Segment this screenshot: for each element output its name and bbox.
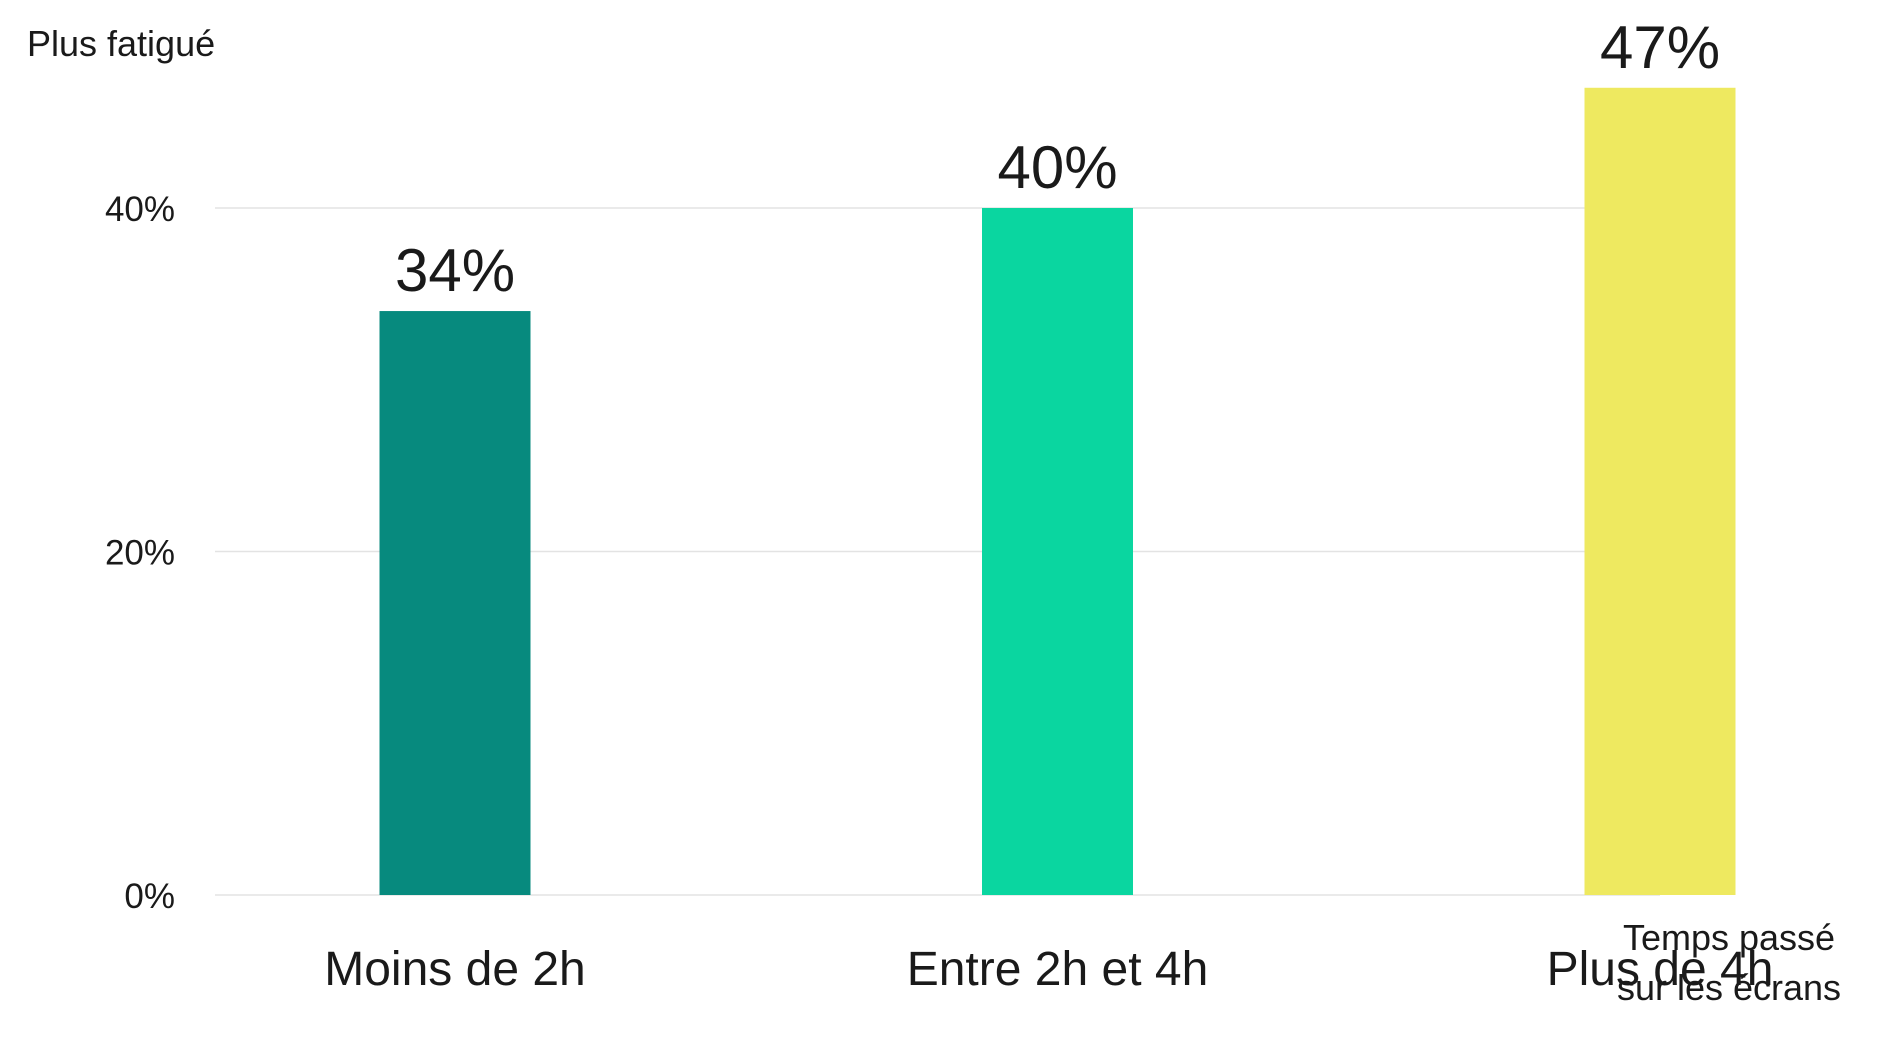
x-axis-title-line-1: Temps passé xyxy=(1622,917,1836,958)
bar-2 xyxy=(982,208,1133,895)
y-tick-label: 0% xyxy=(124,877,175,916)
x-axis-title-line-2: sur les écrans xyxy=(1616,967,1842,1008)
x-category-label: Plus de 4h xyxy=(1547,943,1774,996)
bar-value-label: 40% xyxy=(997,134,1117,201)
y-axis-title: Plus fatigué xyxy=(27,23,216,64)
y-tick-label: 20% xyxy=(105,534,175,573)
x-category-label: Entre 2h et 4h xyxy=(907,943,1209,996)
bar-1 xyxy=(379,311,531,895)
x-axis-title: Temps passé sur les écrans xyxy=(1589,913,1869,1013)
x-category-label: Moins de 2h xyxy=(324,943,586,996)
y-tick-label: 40% xyxy=(105,190,175,229)
bar-3 xyxy=(1584,87,1736,895)
bar-value-label: 34% xyxy=(395,237,515,304)
bar-value-label: 47% xyxy=(1600,14,1720,81)
